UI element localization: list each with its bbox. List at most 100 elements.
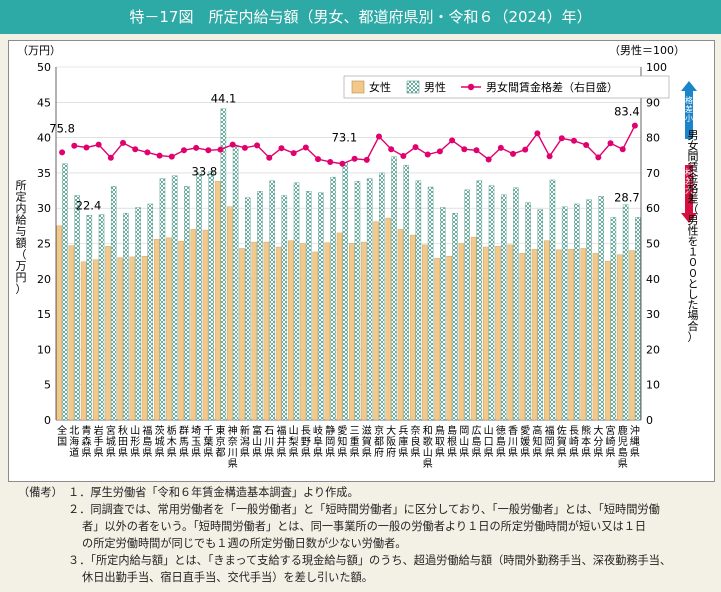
x-tick-label: 長野県 <box>301 425 311 459</box>
bar-male <box>427 186 434 421</box>
bar-male <box>208 171 214 421</box>
x-tick-label: 熊本県 <box>581 424 591 459</box>
gap-large-arrow-icon <box>681 165 697 223</box>
x-tick-label: 富山県 <box>252 424 262 459</box>
x-tick-label: 宮崎県 <box>606 424 616 459</box>
bar-female <box>56 225 62 421</box>
legend: 女性 男性 男女間賃金格差（右目盛） <box>343 75 670 99</box>
x-tick-label: 岡山県 <box>459 425 469 459</box>
note-3-line-2: 休日出勤手当、宿日直手当、交代手当）を差し引いた額。 <box>82 571 373 584</box>
gap-point <box>375 133 382 140</box>
bar-female <box>275 246 282 421</box>
x-tick-label: 全国 <box>57 424 67 448</box>
gap-point <box>522 146 529 153</box>
bar-male <box>391 156 397 421</box>
y2-tick-label: 30 <box>646 308 660 321</box>
y-tick-label: 5 <box>44 379 51 392</box>
bar-line-chart: 0 5 10 15 20 25 30 35 40 45 50 0 10 20 30 40 50 60 70 80 90 1… <box>16 43 699 470</box>
gap-point <box>144 149 151 156</box>
x-tick-label: 福岡県 <box>545 424 555 459</box>
x-tick-label: 大阪府 <box>386 424 396 459</box>
y2-tick-label: 70 <box>646 167 660 180</box>
bar-male <box>561 206 568 421</box>
gap-point <box>241 144 248 151</box>
bar-female <box>531 248 538 421</box>
bar-female <box>288 240 294 421</box>
bar-male <box>622 204 629 421</box>
gap-point <box>156 152 163 159</box>
y2-tick-label: 60 <box>646 202 660 215</box>
x-tick-label: 北海道 <box>69 425 79 459</box>
legend-box <box>343 75 670 99</box>
bar-female <box>68 245 75 421</box>
y2-tick-label: 50 <box>646 238 660 251</box>
gap-point <box>83 144 90 151</box>
bar-male <box>354 181 361 421</box>
right-unit-label: （男性＝100） <box>609 43 685 57</box>
bar-male <box>123 212 129 421</box>
annotation-max-female: 33.8 <box>192 164 218 178</box>
bar-female <box>373 221 379 421</box>
x-tick-label: 群馬県 <box>179 424 189 459</box>
x-tick-label: 神奈川県 <box>228 424 238 470</box>
bar-female <box>543 240 550 421</box>
x-tick-label: 東京都 <box>216 424 226 459</box>
bar-male <box>196 172 202 421</box>
y2-axis-title-text: 男女間賃金格差（男性を１００とした場合） <box>688 129 699 343</box>
bar-female <box>129 256 136 421</box>
bar-female <box>348 243 355 421</box>
bar-male <box>184 186 190 421</box>
gap-point <box>558 135 565 142</box>
bar-male <box>440 207 446 421</box>
y-axis-title: 所定内給与額（万円） <box>16 179 27 296</box>
gap-point <box>278 145 285 152</box>
left-unit-label: （万円） <box>17 44 61 57</box>
gap-point <box>412 144 419 151</box>
x-tick-label: 静岡県 <box>325 424 335 459</box>
y-tick-label: 40 <box>37 132 51 145</box>
gap-small-indicator: 格差小 <box>681 81 697 139</box>
x-tick-label: 埼玉県 <box>191 424 201 459</box>
bar-female <box>105 246 111 421</box>
gap-point <box>339 160 346 167</box>
gap-point <box>290 150 297 157</box>
gap-point <box>436 148 443 155</box>
bar-female <box>446 256 452 421</box>
bar-female <box>458 243 465 421</box>
x-tick-label: 大分県 <box>593 424 603 459</box>
bar-female <box>361 241 367 421</box>
x-tick-label: 青森県 <box>81 424 91 459</box>
gap-point <box>461 146 468 153</box>
bar-male <box>366 178 373 421</box>
gap-point <box>351 155 358 162</box>
bar-male <box>269 180 275 421</box>
legend-gap-label: 男女間賃金格差（右目盛） <box>486 80 618 94</box>
y-tick-label: 35 <box>37 167 51 180</box>
bar-female <box>324 242 331 421</box>
x-tick-label: 石川県 <box>264 426 274 459</box>
x-tick-label: 京都府 <box>374 424 384 459</box>
y-tick-label: 20 <box>37 273 51 286</box>
gap-small-arrow-icon <box>681 81 697 139</box>
bar-male <box>318 192 324 421</box>
x-tick-label: 岐阜県 <box>313 424 323 459</box>
gap-point <box>71 142 78 149</box>
bar-female <box>251 241 257 421</box>
bar-female <box>117 257 123 421</box>
gap-point <box>193 144 200 151</box>
annotation-min-female: 22.4 <box>76 198 102 212</box>
bar-female <box>178 241 184 421</box>
legend-male-label: 男性 <box>424 80 446 94</box>
x-tick-label: 高知県 <box>532 424 542 459</box>
x-tick-label: 新潟県 <box>240 424 250 459</box>
bar-female <box>422 244 428 421</box>
legend-gap-marker <box>467 83 475 91</box>
bar-female <box>507 244 513 421</box>
bar-female <box>397 229 404 421</box>
x-tick-label: 愛媛県 <box>520 424 530 459</box>
bar-male <box>476 180 483 421</box>
x-tick-label: 兵庫県 <box>398 424 408 459</box>
bar-female <box>495 246 501 421</box>
x-tick-label: 福島県 <box>142 424 152 459</box>
gap-point <box>497 144 504 151</box>
